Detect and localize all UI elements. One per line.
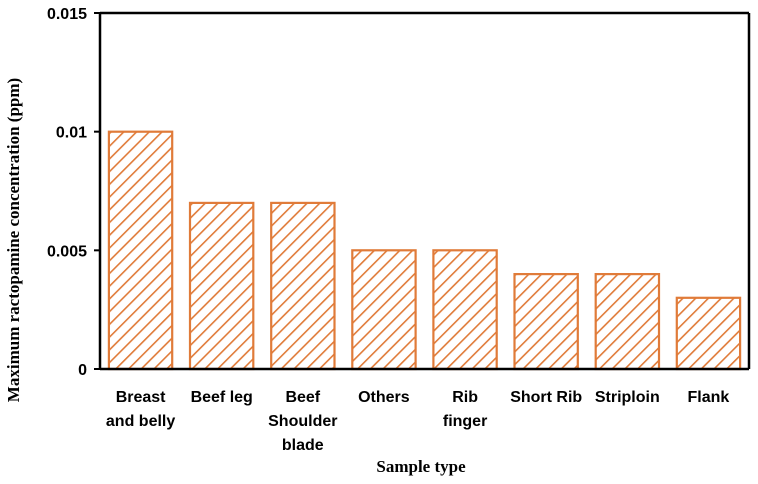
x-category-label-4: Others [358,389,410,406]
x-category-label-line: Breast [116,389,166,406]
bar-5 [432,249,498,371]
y-axis-title: Maximum ractopamine concentration (ppm) [4,78,23,402]
x-category-labels: Breast and belly Beef leg Beef Shoulder blade… [106,389,729,454]
bars-group [107,130,742,371]
y-tick-label: 0.015 [47,6,87,23]
x-category-label-line: Others [358,389,410,406]
x-category-label-3: Beef Shoulder blade [268,389,337,454]
x-category-label-line: Flank [688,389,730,406]
x-category-label-line: Beef leg [191,389,253,406]
bar-1 [107,130,174,371]
bar-2 [188,201,255,371]
y-tick-label: 0.01 [56,125,87,142]
x-category-label-line: Striploin [595,389,660,406]
x-category-label-line: Short Rib [510,389,582,406]
x-category-label-line: Shoulder [268,413,337,430]
y-tick-label: 0 [78,362,87,379]
x-category-label-8: Flank [688,389,730,406]
x-category-label-5: Rib finger [443,389,487,430]
x-category-label-1: Breast and belly [106,389,175,430]
x-category-label-line: Rib [452,389,478,406]
bar-8 [675,296,742,371]
axes-group [98,11,751,371]
bar-7 [594,273,661,371]
x-category-label-line: Beef [285,389,320,406]
x-category-label-7: Striploin [595,389,660,406]
x-axis-title: Sample type [376,457,466,476]
y-tick-label: 0.005 [47,243,87,260]
x-category-label-line: blade [282,437,324,454]
x-category-label-2: Beef leg [191,389,253,406]
x-category-label-line: and belly [106,413,175,430]
bar-6 [513,273,579,371]
x-category-label-6: Short Rib [510,389,582,406]
bar-4 [351,249,417,371]
x-category-label-line: finger [443,413,487,430]
y-ticks-group: 0 0.005 0.01 0.015 [47,6,100,379]
bar-3 [270,201,336,371]
